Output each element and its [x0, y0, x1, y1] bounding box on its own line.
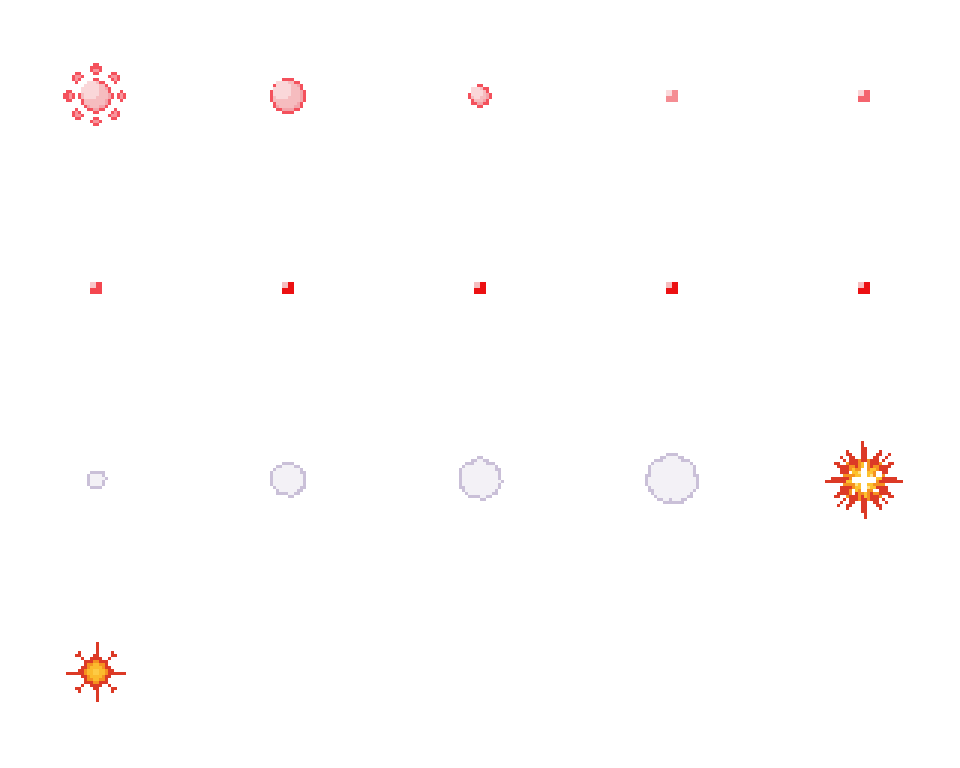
cell-bubble-tiny [768, 0, 960, 192]
bubble-medium-sprite [384, 0, 576, 192]
cell-smoke-puff-small [0, 384, 192, 576]
red-dot-5-sprite [768, 192, 960, 384]
cell-explosion-burst-large [768, 384, 960, 576]
cell-red-dot-1 [0, 192, 192, 384]
cell-explosion-star-small [0, 576, 192, 768]
cell-bubble-small [576, 0, 768, 192]
bubble-small-sprite [576, 0, 768, 192]
explosion-burst-large-sprite [768, 384, 960, 576]
cell-smoke-cloud-3 [576, 384, 768, 576]
red-dot-3-sprite [384, 192, 576, 384]
red-dot-4-sprite [576, 192, 768, 384]
cell-bubble-large [192, 0, 384, 192]
cell-red-dot-2 [192, 192, 384, 384]
cell-smoke-cloud-1 [192, 384, 384, 576]
cell-bubble-medium [384, 0, 576, 192]
smoke-cloud-1-sprite [192, 384, 384, 576]
cell-red-dot-3 [384, 192, 576, 384]
cell-red-dot-5 [768, 192, 960, 384]
cell-bubble-sparkle-large [0, 0, 192, 192]
red-dot-2-sprite [192, 192, 384, 384]
smoke-cloud-2-sprite [384, 384, 576, 576]
explosion-star-small-sprite [0, 576, 192, 768]
bubble-large-sprite [192, 0, 384, 192]
bubble-tiny-sprite [768, 0, 960, 192]
smoke-cloud-3-sprite [576, 384, 768, 576]
cell-smoke-cloud-2 [384, 384, 576, 576]
bubble-sparkle-large-sprite [0, 0, 192, 192]
cell-red-dot-4 [576, 192, 768, 384]
smoke-puff-small-sprite [0, 384, 192, 576]
red-dot-1-sprite [0, 192, 192, 384]
